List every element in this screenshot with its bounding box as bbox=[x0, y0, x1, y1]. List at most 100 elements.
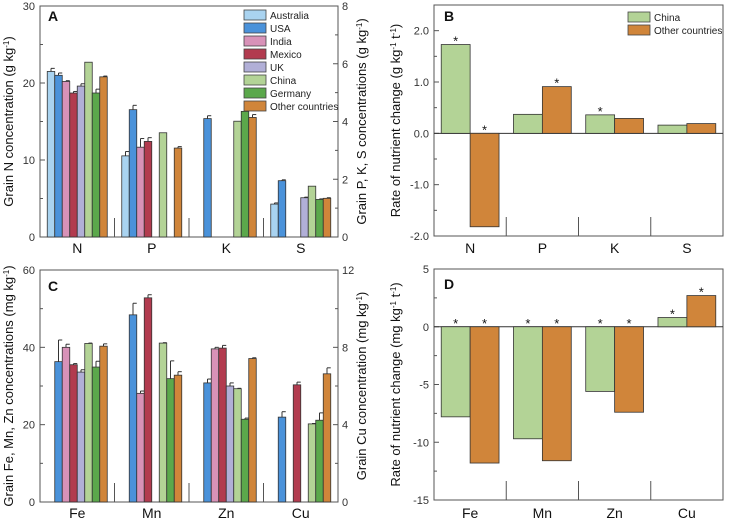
y-tick-label: 40 bbox=[23, 342, 35, 354]
category-label: Cu bbox=[292, 505, 310, 521]
bar bbox=[203, 118, 212, 238]
legend bbox=[627, 11, 651, 36]
bar bbox=[76, 85, 86, 238]
legend-swatch bbox=[243, 74, 267, 86]
legend-label: China bbox=[270, 76, 297, 87]
y-tick-label: -2.0 bbox=[410, 231, 429, 243]
y-tick-label: -1.0 bbox=[410, 180, 429, 192]
legend-label: UK bbox=[270, 63, 284, 74]
bar bbox=[614, 326, 644, 413]
bar bbox=[233, 388, 242, 503]
significance-marker: * bbox=[525, 316, 530, 331]
legend-label: China bbox=[654, 13, 681, 24]
legend-swatch bbox=[243, 87, 267, 99]
bar bbox=[69, 92, 78, 238]
y-axis-label: Rate of nutrient change (g kg-1 t-1) bbox=[388, 24, 403, 218]
y-tick-label: 30 bbox=[23, 1, 35, 13]
y2-tick-label: 12 bbox=[342, 265, 354, 277]
y-tick-label: 0.0 bbox=[414, 128, 429, 140]
legend-label: Other countries bbox=[270, 102, 338, 113]
bar bbox=[121, 155, 130, 238]
y-tick-label: 20 bbox=[23, 78, 35, 90]
bar bbox=[240, 418, 250, 503]
category-label: Mn bbox=[142, 505, 161, 521]
legend-label: Other countries bbox=[654, 26, 722, 37]
panel-a bbox=[39, 5, 339, 238]
y-tick-label: 1.0 bbox=[414, 77, 429, 89]
y-tick-label: 2.0 bbox=[414, 26, 429, 38]
bar bbox=[541, 326, 572, 462]
significance-marker: * bbox=[453, 316, 458, 331]
bar bbox=[686, 123, 717, 134]
significance-marker: * bbox=[482, 122, 487, 137]
bar bbox=[277, 416, 287, 503]
legend-swatch bbox=[243, 100, 267, 112]
legend-swatch bbox=[627, 24, 651, 36]
significance-marker: * bbox=[453, 34, 458, 49]
category-label: Fe bbox=[69, 505, 86, 521]
bar bbox=[61, 346, 71, 503]
bar bbox=[203, 382, 212, 503]
panel-c bbox=[39, 269, 339, 503]
bar bbox=[143, 141, 153, 238]
category-label: N bbox=[72, 240, 82, 256]
significance-marker: * bbox=[554, 76, 559, 91]
bar bbox=[440, 326, 471, 418]
y-axis-label: Grain Fe, Mn, Zn concentrations (mg kg-1… bbox=[1, 265, 16, 506]
y2-axis-label: Grain Cu concentration (mg kg-1) bbox=[354, 292, 369, 481]
bar bbox=[248, 117, 257, 238]
category-label: K bbox=[222, 240, 232, 256]
bar bbox=[61, 81, 71, 238]
significance-marker: * bbox=[598, 316, 603, 331]
panel-letter: A bbox=[48, 8, 58, 24]
bar bbox=[158, 342, 168, 503]
category-label: N bbox=[465, 240, 475, 256]
y-tick-label: 0 bbox=[29, 232, 35, 244]
bar bbox=[225, 385, 235, 503]
y2-axis-label: Grain P, K, S concentrations (g kg-1) bbox=[354, 18, 369, 224]
bar bbox=[91, 366, 101, 503]
significance-marker: * bbox=[598, 104, 603, 119]
bar bbox=[84, 343, 93, 503]
bar bbox=[469, 132, 500, 228]
bar bbox=[218, 347, 227, 503]
bar bbox=[173, 374, 183, 503]
y-tick-label: 10 bbox=[23, 155, 35, 167]
bar bbox=[46, 71, 56, 238]
significance-marker: * bbox=[670, 307, 675, 322]
bar bbox=[91, 92, 101, 238]
y-tick-label: 0 bbox=[423, 322, 429, 334]
bar bbox=[210, 348, 220, 503]
bar bbox=[99, 76, 108, 238]
bar bbox=[322, 373, 332, 503]
bar bbox=[513, 326, 543, 440]
bar bbox=[166, 378, 175, 503]
bar bbox=[69, 364, 78, 503]
y-axis-label: Grain N concentration (g kg-1) bbox=[1, 36, 16, 206]
significance-marker: * bbox=[699, 285, 704, 300]
bar bbox=[143, 297, 153, 503]
bar bbox=[315, 419, 324, 503]
bar bbox=[440, 44, 471, 134]
category-label: K bbox=[610, 240, 620, 256]
y2-tick-label: 2 bbox=[342, 174, 348, 186]
category-label: S bbox=[682, 240, 691, 256]
y-tick-label: 5 bbox=[423, 264, 429, 276]
bar bbox=[54, 74, 63, 238]
bar bbox=[307, 423, 317, 503]
legend-swatch bbox=[243, 22, 267, 34]
panel-d bbox=[433, 268, 724, 501]
bar bbox=[128, 109, 138, 238]
bar bbox=[233, 120, 242, 238]
bar bbox=[84, 61, 93, 238]
significance-marker: * bbox=[482, 316, 487, 331]
legend-label: Australia bbox=[270, 11, 309, 22]
category-label: P bbox=[538, 240, 547, 256]
legend-swatch bbox=[243, 48, 267, 60]
bar bbox=[54, 361, 63, 503]
bar bbox=[158, 132, 168, 238]
y-tick-label: 60 bbox=[23, 265, 35, 277]
bar bbox=[136, 146, 145, 238]
bar bbox=[277, 180, 287, 238]
